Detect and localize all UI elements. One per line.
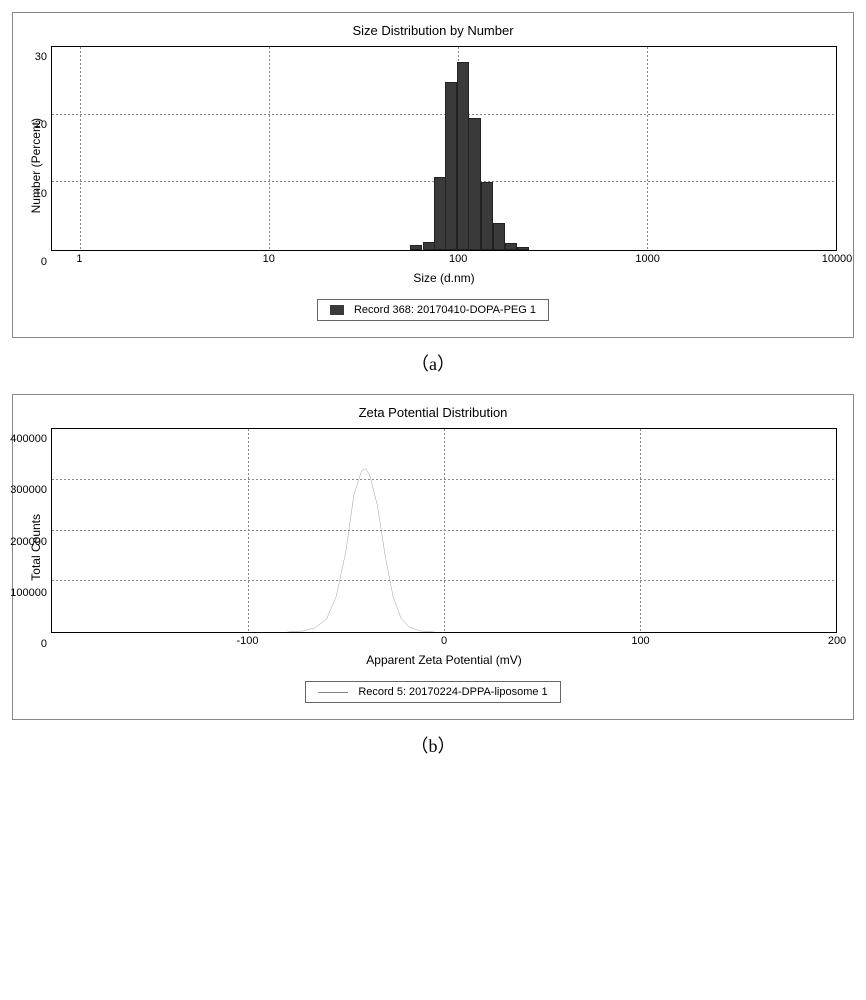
chart-a-legend-wrap: Record 368: 20170410-DOPA-PEG 1 (29, 285, 837, 321)
bar (434, 177, 446, 250)
chart-a-wrap: Number (Percent) 3020100 110100100010000… (29, 46, 837, 285)
chart-b-plot-col: -1000100200 Apparent Zeta Potential (mV) (51, 428, 837, 667)
panel-a: Size Distribution by Number Number (Perc… (12, 12, 854, 338)
chart-a-plot-col: 110100100010000 Size (d.nm) (51, 46, 837, 285)
chart-b-wrap: Total Counts 4000003000002000001000000 -… (29, 428, 837, 667)
chart-b-xaxis: -1000100200 (51, 633, 837, 649)
bar (445, 82, 457, 250)
chart-b-legend-wrap: Record 5: 20170224-DPPA-liposome 1 (29, 667, 837, 703)
chart-a-xlabel: Size (d.nm) (51, 271, 837, 285)
bar (505, 243, 517, 250)
chart-b-title: Zeta Potential Distribution (29, 405, 837, 420)
bar (468, 118, 480, 250)
legend-swatch-icon (330, 305, 344, 315)
bar (457, 62, 469, 250)
bar (410, 245, 422, 250)
panel-b-caption: （b） (12, 732, 854, 758)
chart-b-xlabel: Apparent Zeta Potential (mV) (51, 653, 837, 667)
chart-a-legend: Record 368: 20170410-DOPA-PEG 1 (317, 299, 549, 321)
bar (481, 182, 493, 250)
panel-a-caption: （a） (12, 350, 854, 376)
chart-b-plot (51, 428, 837, 633)
chart-a-xaxis: 110100100010000 (51, 251, 837, 267)
legend-line-icon (318, 692, 348, 693)
bar (493, 223, 505, 250)
chart-a-plot (51, 46, 837, 251)
bar (517, 247, 529, 250)
chart-b-legend: Record 5: 20170224-DPPA-liposome 1 (305, 681, 560, 703)
panel-b: Zeta Potential Distribution Total Counts… (12, 394, 854, 720)
chart-b-legend-label: Record 5: 20170224-DPPA-liposome 1 (358, 686, 547, 698)
chart-a-title: Size Distribution by Number (29, 23, 837, 38)
chart-a-legend-label: Record 368: 20170410-DOPA-PEG 1 (354, 304, 536, 316)
